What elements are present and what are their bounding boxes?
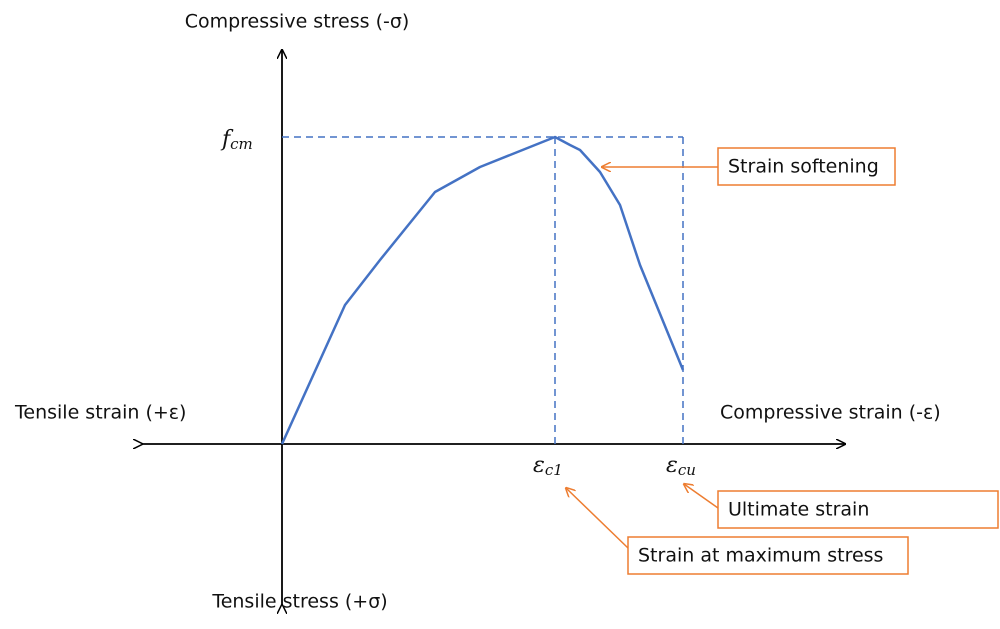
callout-arrow — [684, 484, 719, 509]
callout-text: Strain at maximum stress — [638, 545, 883, 567]
axis-label: Tensile strain (+ε) — [14, 402, 186, 424]
callout-arrow — [566, 488, 629, 549]
symbol-subscript: cm — [230, 135, 253, 153]
symbol: εc1 — [533, 453, 563, 479]
symbol-base: ε — [666, 453, 678, 478]
callout-text: Strain softening — [728, 156, 879, 178]
symbol-subscript: c1 — [545, 461, 563, 479]
callout-box — [717, 147, 896, 186]
symbol-subscript: cu — [678, 461, 696, 479]
callout-text: Ultimate strain — [728, 499, 869, 521]
axis-label: Compressive stress (-σ) — [185, 11, 410, 33]
callout-box — [627, 536, 909, 575]
guide-lines — [282, 136, 684, 444]
stress-strain-curve — [280, 135, 685, 445]
symbol: fcm — [220, 127, 253, 153]
axis-label: Tensile stress (+σ) — [211, 591, 387, 613]
symbol-base: ε — [533, 453, 545, 478]
symbol: εcu — [666, 453, 696, 479]
axis-label: Compressive strain (-ε) — [720, 402, 941, 424]
callout-box — [717, 490, 999, 529]
